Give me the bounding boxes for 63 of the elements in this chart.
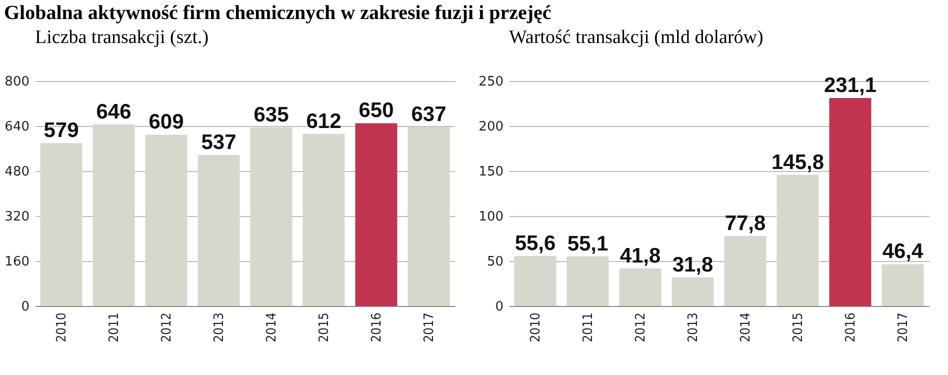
y-tick-label: 250 bbox=[478, 74, 504, 90]
bar bbox=[776, 174, 819, 306]
x-tick-label: 2015 bbox=[316, 312, 332, 342]
bar bbox=[355, 123, 398, 306]
bar bbox=[198, 154, 240, 306]
y-tick-label: 320 bbox=[4, 210, 30, 224]
x-tick-label: 2010 bbox=[528, 312, 544, 342]
y-tick-label: 150 bbox=[478, 164, 504, 180]
bar bbox=[302, 134, 345, 306]
y-tick-label: 160 bbox=[4, 254, 30, 270]
x-tick-label: 2017 bbox=[896, 312, 911, 342]
x-tick-label: 2010 bbox=[54, 312, 70, 342]
data-label: 55,6 bbox=[514, 232, 556, 255]
y-tick-label: 480 bbox=[4, 164, 30, 180]
chart-subtitle: Wartość transakcji (mld dolarów) bbox=[509, 27, 764, 48]
y-tick-label: 0 bbox=[21, 300, 30, 314]
bar bbox=[92, 124, 135, 306]
y-tick-label: 0 bbox=[495, 300, 504, 314]
data-label: 646 bbox=[96, 100, 132, 124]
x-tick-label: 2016 bbox=[369, 312, 384, 342]
x-tick-label: 2012 bbox=[633, 312, 648, 342]
bar bbox=[514, 256, 556, 306]
bar bbox=[250, 127, 292, 306]
bar bbox=[724, 236, 766, 306]
y-tick-label: 100 bbox=[478, 210, 504, 224]
bar bbox=[882, 264, 924, 306]
data-label: 635 bbox=[254, 103, 290, 126]
data-label: 579 bbox=[44, 119, 79, 142]
bar bbox=[619, 268, 662, 306]
y-tick-label: 200 bbox=[478, 120, 504, 134]
data-label: 637 bbox=[411, 102, 446, 126]
x-tick-label: 2014 bbox=[738, 312, 754, 342]
x-tick-label: 2017 bbox=[422, 312, 437, 342]
data-label: 612 bbox=[306, 110, 342, 133]
x-tick-label: 2012 bbox=[159, 312, 174, 342]
bar bbox=[672, 277, 714, 306]
y-tick-label: 640 bbox=[4, 120, 30, 134]
bar bbox=[829, 98, 872, 306]
y-tick-label: 800 bbox=[4, 74, 30, 90]
data-label: 650 bbox=[358, 99, 394, 122]
data-label: 77,8 bbox=[724, 212, 766, 235]
x-tick-label: 2011 bbox=[580, 312, 596, 342]
bar bbox=[40, 143, 82, 306]
x-tick-label: 2016 bbox=[843, 312, 858, 342]
data-label: 41,8 bbox=[620, 244, 662, 268]
data-label: 31,8 bbox=[672, 253, 714, 276]
data-label: 46,4 bbox=[882, 240, 924, 264]
data-label: 609 bbox=[148, 110, 184, 134]
chart-title: Globalna aktywność firm chemicznych w zakresie fuzji i przejęć bbox=[3, 1, 552, 26]
data-label: 55,1 bbox=[567, 232, 609, 256]
y-tick-label: 50 bbox=[486, 254, 504, 270]
x-tick-label: 2013 bbox=[686, 312, 701, 342]
x-tick-label: 2014 bbox=[264, 312, 280, 342]
data-label: 145,8 bbox=[771, 150, 824, 174]
x-tick-label: 2011 bbox=[106, 312, 122, 342]
data-label: 537 bbox=[201, 130, 236, 154]
bar bbox=[566, 256, 609, 306]
chart-subtitle: Liczba transakcji (szt.) bbox=[35, 27, 209, 48]
data-label: 231,1 bbox=[824, 74, 877, 98]
x-tick-label: 2013 bbox=[212, 312, 227, 342]
bar bbox=[408, 126, 450, 306]
bar bbox=[145, 134, 188, 306]
x-tick-label: 2015 bbox=[790, 312, 806, 342]
